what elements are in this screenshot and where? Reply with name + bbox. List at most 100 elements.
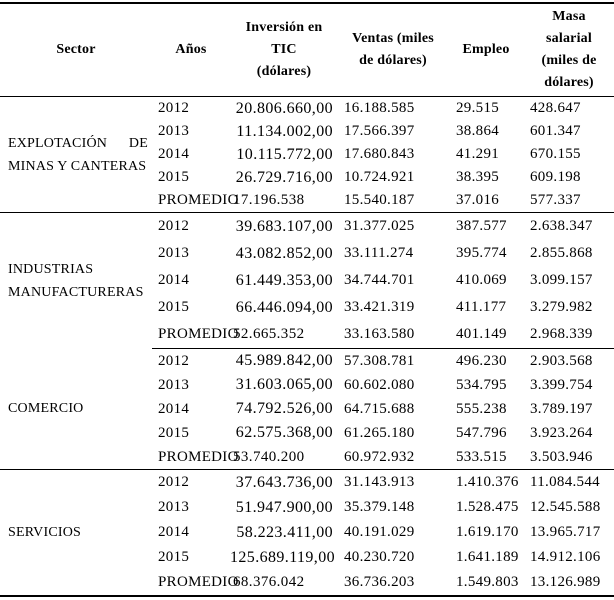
inversion-cell: 11.134.002,00 [236, 122, 333, 140]
table-row: EXPLOTACIÓN DE MINAS Y CANTERAS 2012 20.… [0, 97, 614, 174]
table-row: 2014 10.115.772,00 17.680.843 41.291 670… [0, 143, 614, 166]
table-row: INDUSTRIAS MANUFACTURERAS 2012 39.683.10… [0, 212, 614, 349]
inversion-cell: 62.575.368,00 [235, 424, 333, 441]
empleo-cell: 387.577 [448, 212, 524, 240]
ventas-cell: 33.111.274 [344, 245, 414, 261]
header-masa-line2: salarial [546, 31, 592, 46]
inversion-cell: 45.989.842,00 [230, 348, 338, 373]
inversion-cell: 39.683.107,00 [230, 212, 338, 240]
ventas-cell: 35.379.148 [344, 499, 415, 515]
year-cell: 2014 [158, 524, 190, 540]
inversion-cell: 10.115.772,00 [236, 145, 333, 163]
masa-cell: 2.968.339 [530, 326, 593, 342]
year-cell: 2012 [158, 100, 190, 116]
table-row: 2014 61.449.353,00 34.744.701 410.069 3.… [0, 267, 614, 294]
empleo-cell: 1.410.376 [448, 469, 524, 495]
year-cell: 2015 [158, 299, 190, 315]
masa-cell: 2.638.347 [524, 212, 614, 240]
year-cell: 2013 [158, 499, 190, 515]
header-anios: Años [152, 3, 230, 97]
masa-cell: 13.965.717 [530, 524, 601, 540]
empleo-cell: 38.395 [456, 169, 500, 185]
sector-cell-comercio: COMERCIO [8, 401, 84, 417]
masa-cell: 2.903.568 [524, 348, 614, 373]
table-header: Sector Años Inversión en TIC (dólares) V… [0, 3, 614, 97]
masa-cell: 670.155 [530, 146, 581, 162]
table-row: 2015 62.575.368,00 61.265.180 547.796 3.… [0, 421, 614, 445]
promedio-label: PROMEDIO [158, 192, 239, 208]
table-row-promedio: PROMEDIO 52.665.352 33.163.580 401.149 2… [0, 321, 614, 349]
inversion-cell: 53.740.200 [233, 448, 305, 465]
year-cell: 2012 [152, 212, 230, 240]
inversion-cell: 125.689.119,00 [230, 548, 336, 566]
empleo-cell: 38.864 [456, 123, 500, 139]
year-cell: 2013 [158, 245, 190, 261]
header-ventas-line2: de dólares) [359, 53, 427, 68]
masa-cell: 14.912.106 [530, 549, 601, 565]
table-row: 2015 26.729.716,00 10.724.921 38.395 609… [0, 166, 614, 189]
inversion-cell: 66.446.094,00 [235, 298, 333, 316]
header-sector-label: Sector [56, 42, 96, 57]
table-row: 2013 31.603.065,00 60.602.080 534.795 3.… [0, 373, 614, 397]
year-cell: 2015 [158, 169, 190, 185]
masa-cell: 3.399.754 [530, 376, 593, 393]
year-cell: 2012 [152, 469, 230, 495]
ventas-cell: 17.680.843 [344, 146, 415, 162]
masa-cell: 577.337 [530, 192, 581, 208]
table-row-promedio: PROMEDIO 17.196.538 15.540.187 37.016 57… [0, 189, 614, 213]
empleo-cell: 41.291 [456, 146, 500, 162]
ventas-cell: 33.163.580 [344, 326, 415, 342]
masa-cell: 3.279.982 [530, 299, 593, 315]
empleo-cell: 411.177 [456, 299, 507, 315]
header-ventas: Ventas (miles de dólares) [338, 3, 448, 97]
inversion-cell: 61.449.353,00 [235, 271, 333, 289]
header-ventas-line1: Ventas (miles [352, 31, 434, 46]
inversion-cell: 20.806.660,00 [235, 99, 333, 117]
empleo-cell: 401.149 [456, 326, 507, 342]
ventas-cell: 60.972.932 [344, 448, 415, 465]
ventas-cell: 16.188.585 [344, 100, 415, 116]
promedio-label: PROMEDIO [158, 448, 239, 465]
ventas-cell: 40.191.029 [344, 524, 415, 540]
masa-cell: 609.198 [530, 169, 581, 185]
table-row: 2013 43.082.852,00 33.111.274 395.774 2.… [0, 240, 614, 267]
masa-cell: 2.855.868 [530, 245, 593, 261]
year-cell: 2015 [158, 424, 190, 441]
masa-cell: 12.545.588 [530, 499, 601, 515]
inversion-cell: 31.603.065,00 [235, 376, 333, 393]
ventas-cell: 33.421.319 [344, 299, 415, 315]
inversion-cell: 17.196.538 [233, 192, 305, 208]
promedio-label: PROMEDIO [158, 326, 239, 342]
header-masa-line3: (miles de [541, 53, 597, 68]
table-row-promedio: PROMEDIO 68.376.042 36.736.203 1.549.803… [0, 570, 614, 596]
masa-cell: 3.503.946 [530, 448, 593, 465]
ventas-cell: 36.736.203 [344, 574, 415, 590]
inversion-cell: 51.947.900,00 [235, 498, 333, 516]
masa-cell: 428.647 [530, 100, 581, 116]
year-cell: 2012 [152, 348, 230, 373]
sector-cell-minas-canteras: EXPLOTACIÓN DE MINAS Y CANTERAS [8, 135, 148, 174]
promedio-label: PROMEDIO [158, 574, 239, 590]
year-cell: 2014 [158, 272, 190, 288]
empleo-cell: 555.238 [456, 400, 507, 417]
masa-cell: 3.789.197 [530, 400, 593, 417]
masa-cell: 601.347 [530, 123, 581, 139]
masa-cell: 3.923.264 [530, 424, 593, 441]
empleo-cell: 1.619.170 [456, 524, 519, 540]
header-inversion: Inversión en TIC (dólares) [230, 3, 338, 97]
header-sector: Sector [0, 3, 152, 97]
table-row-promedio: PROMEDIO 53.740.200 60.972.932 533.515 3… [0, 445, 614, 470]
ventas-cell: 34.744.701 [344, 272, 415, 288]
ventas-cell: 61.265.180 [344, 424, 415, 441]
inversion-cell: 74.792.526,00 [235, 400, 333, 417]
ventas-cell: 57.308.781 [338, 348, 448, 373]
table-row: 2013 11.134.002,00 17.566.397 38.864 601… [0, 120, 614, 143]
ventas-cell: 60.602.080 [344, 376, 415, 393]
masa-cell: 3.099.157 [530, 272, 593, 288]
empleo-cell: 533.515 [456, 448, 507, 465]
year-cell: 2013 [158, 123, 190, 139]
header-inversion-line2: (dólares) [256, 64, 312, 79]
empleo-cell: 1.549.803 [456, 574, 519, 590]
ventas-cell: 15.540.187 [344, 192, 415, 208]
